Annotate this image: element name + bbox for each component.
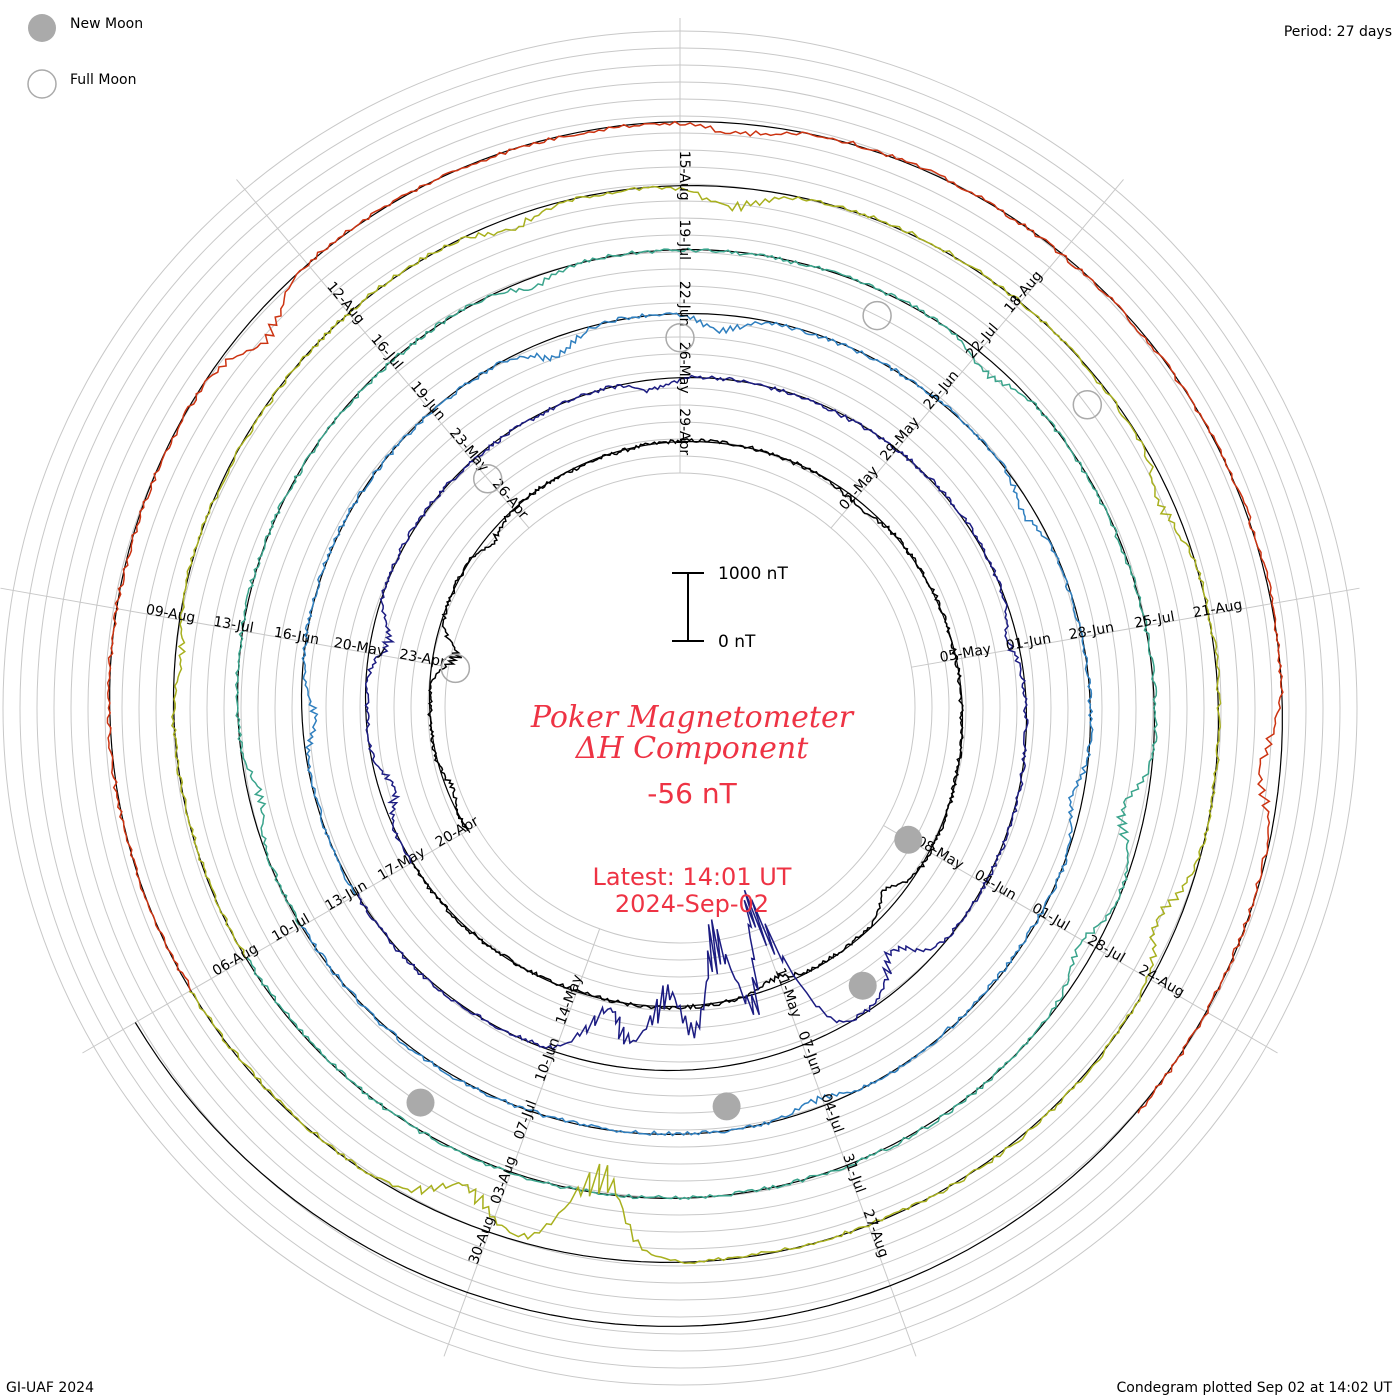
date-label: 13-Jul	[212, 614, 255, 637]
day-spoke	[759, 928, 917, 1357]
new-moon-legend-icon	[28, 14, 56, 42]
date-label: 10-Jul	[269, 911, 312, 945]
date-label: 29-Apr	[676, 408, 692, 455]
day-spoke	[883, 825, 1278, 1054]
date-label: 05-May	[939, 641, 993, 666]
date-label: 07-Jul	[511, 1098, 540, 1142]
new-moon-marker	[712, 1092, 741, 1121]
day-spoke	[830, 179, 1124, 529]
full-moon-marker	[472, 464, 503, 494]
new-moon-marker	[848, 971, 877, 1000]
date-label: 25-Jun	[921, 368, 963, 413]
date-label: 01-Jun	[1005, 631, 1053, 655]
date-label: 02-May	[836, 463, 882, 513]
date-label: 20-May	[333, 635, 387, 660]
day-spoke	[443, 928, 601, 1357]
series-trace-5	[171, 185, 1222, 1265]
new-moon-legend-label: New Moon	[70, 16, 143, 32]
full-moon-marker	[440, 653, 471, 684]
date-label: 28-Jun	[1068, 620, 1116, 644]
series-trace-3	[300, 312, 1094, 1137]
footer-credit: GI-UAF 2024	[6, 1380, 94, 1396]
date-label: 30-Aug	[466, 1214, 498, 1266]
chart-subtitle: ΔH Component	[575, 731, 809, 766]
date-label: 24-Aug	[1136, 962, 1187, 1001]
series-trace-4	[234, 247, 1158, 1201]
new-moon-marker	[894, 825, 923, 854]
date-label: 23-Apr	[398, 647, 447, 671]
full-moon-marker	[665, 322, 695, 353]
full-moon-marker	[1072, 390, 1103, 420]
series-trace-6	[106, 120, 1284, 1114]
day-spokes	[0, 18, 1360, 1357]
date-label: 03-Aug	[488, 1154, 520, 1206]
day-spoke	[0, 587, 449, 668]
new-moon-marker	[406, 1088, 435, 1117]
date-label: 01-Jul	[1029, 900, 1072, 934]
date-label: 16-Jun	[273, 625, 321, 649]
period-label: Period: 27 days	[1283, 24, 1392, 40]
footer-plot-time: Condegram plotted Sep 02 at 14:02 UT	[1116, 1380, 1392, 1396]
scale-top-label: 1000 nT	[718, 564, 788, 584]
date-label: 21-Aug	[1192, 597, 1244, 621]
full-moon-legend-label: Full Moon	[70, 72, 136, 88]
date-label: 22-Jun	[676, 281, 692, 327]
moon-markers	[406, 300, 1103, 1121]
scale-bottom-label: 0 nT	[718, 632, 756, 652]
day-spoke	[236, 179, 530, 529]
scale-bar: 1000 nT 0 nT	[672, 564, 788, 652]
latest-time: Latest: 14:01 UT	[593, 863, 792, 891]
date-label: 09-Aug	[145, 602, 197, 626]
date-label: 13-Jun	[323, 878, 370, 915]
date-label: 28-Jul	[1085, 932, 1128, 966]
date-label: 20-Apr	[433, 813, 482, 850]
date-label: 27-Aug	[860, 1207, 892, 1259]
day-spoke	[82, 825, 477, 1054]
date-label: 19-Jul	[676, 219, 692, 260]
date-label: 14-May	[553, 973, 586, 1027]
full-moon-legend-icon	[27, 69, 57, 99]
date-label: 06-Aug	[210, 941, 261, 980]
full-moon-marker	[862, 300, 892, 331]
series-trace-2	[357, 374, 1029, 1051]
day-spoke	[911, 587, 1360, 668]
series-traces	[106, 120, 1284, 1265]
date-label: 26-May	[676, 342, 692, 394]
current-value: -56 nT	[647, 777, 737, 810]
date-label: 15-Aug	[676, 151, 692, 201]
date-label: 07-Jun	[795, 1029, 826, 1077]
date-label: 25-Jul	[1133, 609, 1176, 632]
latest-date: 2024-Sep-02	[615, 890, 769, 918]
chart-title: Poker Magnetometer	[530, 700, 855, 735]
